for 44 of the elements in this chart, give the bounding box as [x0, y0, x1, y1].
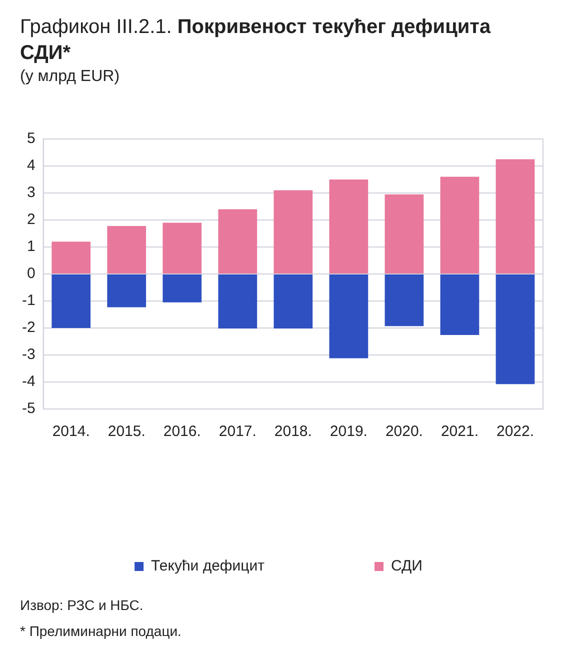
x-tick-label: 2020.: [385, 423, 423, 440]
bar: [384, 194, 424, 274]
y-tick-label: 2: [26, 211, 36, 228]
chart-title: Графикон III.2.1. Покривеност текућег дефицита СДИ*: [20, 16, 491, 64]
bar: [384, 274, 424, 326]
bar: [274, 190, 313, 274]
x-tick-label: 2016.: [163, 423, 201, 440]
text: * Прелиминарни подаци.: [20, 622, 182, 641]
bar: [440, 274, 480, 336]
x-tick-label: 2022.: [496, 423, 534, 440]
bar: [496, 159, 535, 274]
bar: [496, 274, 535, 384]
bar: [107, 226, 146, 274]
bar: [218, 274, 258, 329]
bar: [52, 274, 91, 328]
bar: [52, 242, 91, 274]
y-tick-label: 4: [26, 157, 36, 174]
legend-label: Текући дефицит: [151, 558, 265, 575]
bar: [329, 180, 368, 274]
bar: [162, 222, 202, 274]
y-tick-label: 5: [26, 130, 36, 148]
y-tick-label: -3: [22, 346, 36, 364]
text: Извор: РЗС и НБС.: [20, 596, 144, 615]
y-tick-label: 3: [26, 184, 36, 202]
bar: [107, 274, 146, 308]
x-tick-label: 2014.: [52, 423, 90, 440]
legend-label: СДИ: [390, 558, 422, 575]
bar: [162, 274, 202, 302]
y-tick-label: 0: [26, 265, 36, 282]
bar: [218, 209, 258, 274]
x-tick-label: 2018.: [274, 423, 312, 440]
y-tick-label: -4: [22, 373, 36, 390]
x-tick-label: 2021.: [440, 423, 478, 440]
x-tick-label: 2019.: [330, 423, 368, 440]
bar: [329, 274, 368, 358]
bar: [440, 176, 480, 274]
y-tick-label: 1: [26, 238, 36, 256]
y-tick-label: -5: [22, 400, 36, 418]
bar: [274, 274, 313, 329]
y-tick-label: -2: [22, 319, 36, 336]
y-tick-label: -1: [22, 292, 36, 310]
x-tick-label: 2015.: [108, 423, 146, 440]
x-tick-label: 2017.: [218, 423, 256, 440]
chart-subtitle: (у млрд EUR): [20, 68, 120, 86]
